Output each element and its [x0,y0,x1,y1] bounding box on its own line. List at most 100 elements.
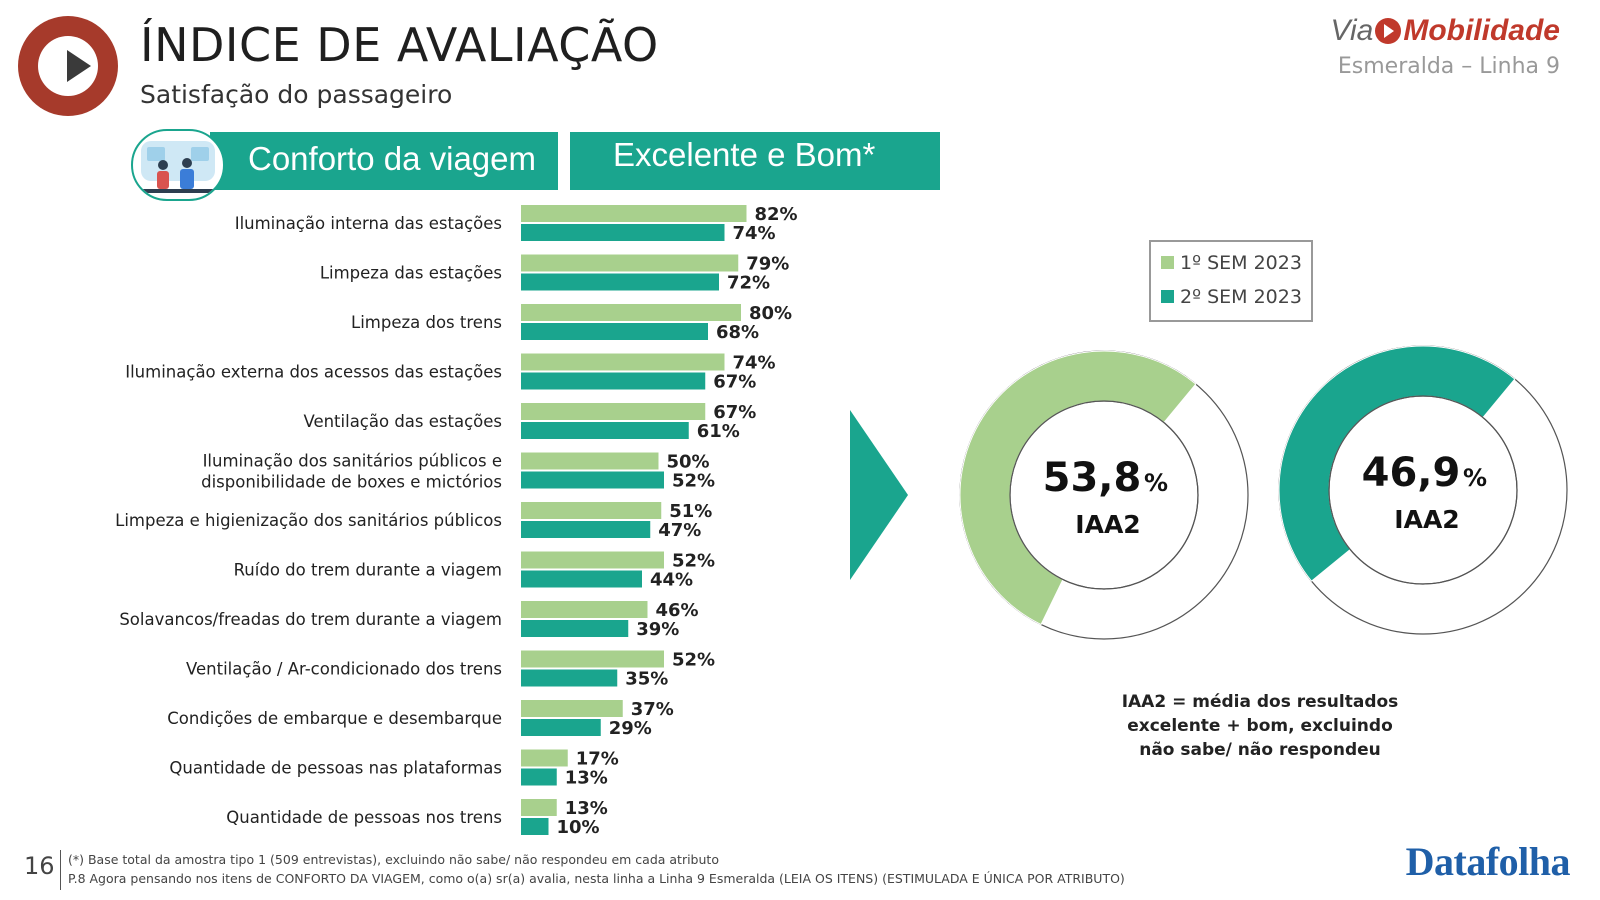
value-label: 67% [713,372,756,393]
value-label: 46% [656,600,699,621]
bar-series-1 [521,650,664,668]
value-label: 29% [609,718,652,739]
bar-series-1 [521,353,725,371]
value-label: 51% [669,501,712,522]
bar-series-2 [521,422,689,439]
category-label: Ventilação das estações [303,412,502,431]
play-logo-inner [38,36,98,96]
value-label: 52% [672,650,715,671]
legend: 1º SEM 2023 2º SEM 2023 [1149,240,1313,322]
donut-inner-border [1009,400,1199,590]
passengers-icon [131,129,225,201]
bar-series-1 [521,749,568,767]
donut-percent-sign: % [1463,464,1487,492]
iaa-definition: IAA2 = média dos resultados excelente + … [1121,692,1399,760]
bar-series-1 [521,799,557,816]
bar-series-2 [521,273,719,291]
category-label: Quantidade de pessoas nas plataformas [169,759,502,778]
page-title: ÍNDICE DE AVALIAÇÃO [140,18,659,72]
brand-play-icon [1375,18,1402,44]
category-label: Ruído do trem durante a viagem [234,561,502,580]
section-banner: Conforto da viagem [210,132,558,190]
metric-banner: Excelente e Bom* [570,132,940,190]
bar-series-2 [521,620,629,637]
value-label: 67% [713,402,756,423]
value-label: 13% [565,768,608,789]
bar-series-2 [521,719,601,736]
bar-series-2 [521,471,664,489]
value-label: 79% [746,254,789,275]
brand-name: Mobilidade [1403,14,1560,47]
value-label: 10% [557,817,600,838]
category-label: Quantidade de pessoas nos trens [226,808,502,827]
value-label: 61% [697,421,740,442]
play-logo [18,16,118,116]
category-label: Iluminação dos sanitários públicos e disp… [201,452,502,492]
legend-swatch-2 [1161,290,1174,303]
bar-series-2 [521,768,557,786]
donut-value: 46,9 [1362,450,1461,496]
play-icon [67,50,91,82]
bar-series-1 [521,700,623,717]
value-label: 80% [749,303,792,324]
arrow-right-icon [850,410,908,580]
value-label: 17% [576,749,619,770]
footnote-base: (*) Base total da amostra tipo 1 (509 en… [68,852,719,867]
bar-series-1 [521,403,706,420]
category-label: Condições de embarque e desembarque [167,709,502,728]
page-number: 16 [24,852,55,880]
bar-series-1 [521,205,747,222]
source-logo: Datafolha [1405,839,1571,884]
value-label: 68% [716,322,759,343]
value-label: 74% [733,223,776,244]
category-label: Limpeza e higienização dos sanitários pú… [115,511,502,530]
value-label: 13% [565,798,608,819]
legend-item-2: 2º SEM 2023 [1161,286,1302,308]
bar-series-2 [521,323,708,340]
value-label: 50% [667,452,710,473]
category-label: Limpeza dos trens [351,313,502,332]
bar-series-1 [521,502,662,519]
legend-item-1: 1º SEM 2023 [1161,252,1302,274]
brand-line: Esmeralda – Linha 9 [1337,54,1560,79]
metric-banner-label: Excelente e Bom* [613,136,876,173]
bar-series-1 [521,601,648,618]
donut-value: 53,8 [1043,455,1142,501]
value-label: 37% [631,699,674,720]
footnote-question: P.8 Agora pensando nos itens de CONFORTO… [68,871,1125,886]
brand-via: Via [1330,14,1374,47]
page-subtitle: Satisfação do passageiro [140,80,453,109]
donut-percent-sign: % [1144,469,1168,497]
value-label: 72% [727,273,770,294]
category-label: Iluminação interna das estações [235,214,502,233]
section-banner-label: Conforto da viagem [248,140,536,177]
value-label: 39% [636,619,679,640]
value-label: 52% [672,471,715,492]
category-label: Limpeza das estações [320,264,502,283]
bar-series-1 [521,551,664,569]
bar-series-1 [521,254,739,272]
brand-logo: Via Mobilidade [1331,14,1561,48]
donut-caption: IAA2 [1075,510,1140,539]
legend-label-1: 1º SEM 2023 [1180,252,1302,274]
bar-series-1 [521,304,741,321]
bar-chart: Iluminação interna das estações 82%74%Lim… [115,204,798,838]
category-label: Solavancos/freadas do trem durante a via… [119,610,502,629]
category-label: Ventilação / Ar-condicionado dos trens [186,660,502,679]
legend-label-2: 2º SEM 2023 [1180,286,1302,308]
footer-divider [60,850,61,890]
value-label: 74% [733,353,776,374]
value-label: 44% [650,570,693,591]
bar-series-2 [521,570,642,588]
bar-series-2 [521,669,618,687]
value-label: 82% [755,204,798,225]
bar-series-2 [521,818,549,835]
value-label: 47% [658,520,701,541]
value-label: 35% [625,669,668,690]
bar-series-2 [521,521,651,538]
bar-series-2 [521,224,725,241]
legend-swatch-1 [1161,256,1174,269]
category-label: Iluminação externa dos acessos das estaç… [125,363,502,382]
value-label: 52% [672,551,715,572]
